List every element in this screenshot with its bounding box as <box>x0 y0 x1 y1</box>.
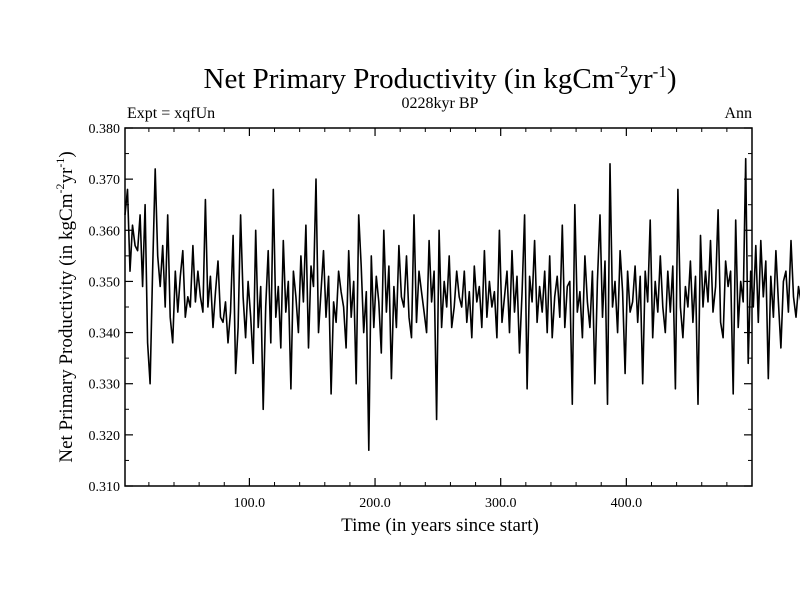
y-tick-label: 0.330 <box>89 378 121 393</box>
experiment-label: Expt = xqfUn <box>127 105 215 122</box>
x-axis-label: Time (in years since start) <box>341 515 539 536</box>
y-tick-label: 0.380 <box>89 122 121 137</box>
y-axis-label-mid: yr <box>56 167 77 184</box>
npp-series-line <box>124 157 800 452</box>
y-axis-label-superscript-1: -2 <box>53 184 67 194</box>
x-tick-label: 100.0 <box>234 496 266 511</box>
x-tick-label: 300.0 <box>485 496 517 511</box>
series-group <box>124 157 800 452</box>
y-tick-label: 0.320 <box>89 429 121 444</box>
x-tick-label: 400.0 <box>611 496 643 511</box>
y-tick-label: 0.340 <box>89 327 121 342</box>
x-tick-label: 200.0 <box>359 496 391 511</box>
y-tick-label: 0.310 <box>89 480 121 495</box>
chart-title: Net Primary Productivity (in kgCm-2yr-1) <box>204 62 677 95</box>
y-axis-ticks: 0.310 0.320 0.330 0.340 0.350 0.360 0.370 0.380 <box>89 122 752 495</box>
chart-title-superscript-2: -1 <box>653 62 667 81</box>
chart-title-mid: yr <box>628 63 653 95</box>
y-axis-label-main: Net Primary Productivity (in kgCm <box>56 193 77 462</box>
y-tick-label: 0.350 <box>89 275 121 290</box>
y-axis-label: Net Primary Productivity (in kgCm-2yr-1) <box>53 151 77 462</box>
x-axis-ticks: 100.0 200.0 300.0 400.0 <box>148 128 728 511</box>
y-axis-label-superscript-2: -1 <box>53 158 67 168</box>
chart-title-superscript-1: -2 <box>614 62 628 81</box>
y-tick-label: 0.370 <box>89 173 121 188</box>
chart-title-end: ) <box>667 63 677 95</box>
season-label: Ann <box>724 105 752 122</box>
chart-title-main: Net Primary Productivity (in kgCm <box>204 63 615 95</box>
chart-subtitle: 0228kyr BP <box>402 95 479 112</box>
y-tick-label: 0.360 <box>89 224 121 239</box>
y-axis-label-end: ) <box>56 151 77 157</box>
